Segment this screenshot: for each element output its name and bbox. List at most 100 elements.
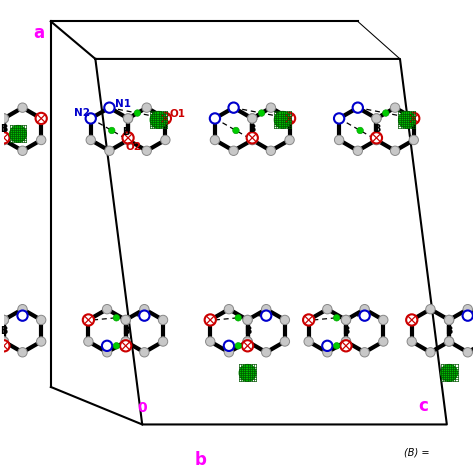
Circle shape bbox=[463, 310, 473, 321]
Text: B: B bbox=[0, 326, 8, 336]
Circle shape bbox=[285, 114, 294, 123]
Circle shape bbox=[247, 114, 257, 123]
Circle shape bbox=[285, 135, 294, 145]
Circle shape bbox=[379, 337, 388, 346]
Text: B: B bbox=[446, 326, 453, 336]
Circle shape bbox=[243, 337, 252, 346]
Circle shape bbox=[228, 102, 239, 113]
Circle shape bbox=[102, 304, 112, 314]
Circle shape bbox=[304, 337, 313, 346]
Circle shape bbox=[409, 135, 419, 145]
Circle shape bbox=[0, 315, 9, 325]
Circle shape bbox=[304, 315, 313, 325]
Circle shape bbox=[105, 146, 114, 155]
Circle shape bbox=[18, 347, 27, 357]
Circle shape bbox=[243, 315, 252, 325]
Circle shape bbox=[372, 114, 381, 123]
Circle shape bbox=[334, 113, 344, 124]
Circle shape bbox=[0, 337, 9, 346]
Circle shape bbox=[333, 315, 340, 321]
Circle shape bbox=[274, 111, 291, 128]
Circle shape bbox=[408, 113, 419, 124]
Circle shape bbox=[210, 135, 219, 145]
Circle shape bbox=[0, 135, 9, 145]
Circle shape bbox=[84, 315, 93, 325]
Circle shape bbox=[323, 347, 332, 357]
Circle shape bbox=[379, 315, 388, 325]
Circle shape bbox=[161, 135, 170, 145]
Circle shape bbox=[0, 132, 9, 144]
Circle shape bbox=[353, 102, 363, 113]
Circle shape bbox=[246, 132, 258, 144]
Circle shape bbox=[18, 146, 27, 155]
Circle shape bbox=[142, 146, 151, 155]
Circle shape bbox=[335, 135, 344, 145]
Circle shape bbox=[444, 337, 454, 346]
Circle shape bbox=[341, 337, 351, 346]
Circle shape bbox=[399, 111, 415, 128]
Circle shape bbox=[18, 304, 27, 314]
Text: O2: O2 bbox=[126, 142, 142, 152]
Circle shape bbox=[102, 341, 112, 351]
Circle shape bbox=[0, 337, 9, 346]
Circle shape bbox=[444, 315, 454, 325]
Circle shape bbox=[372, 135, 381, 145]
Circle shape bbox=[243, 337, 252, 346]
Circle shape bbox=[239, 365, 256, 382]
Circle shape bbox=[391, 103, 400, 112]
Circle shape bbox=[36, 135, 46, 145]
Circle shape bbox=[426, 304, 435, 314]
Circle shape bbox=[102, 347, 112, 357]
Circle shape bbox=[341, 315, 351, 325]
Circle shape bbox=[121, 337, 130, 346]
Circle shape bbox=[406, 314, 418, 326]
Circle shape bbox=[9, 126, 27, 142]
Circle shape bbox=[121, 315, 130, 325]
Circle shape bbox=[359, 310, 370, 321]
Circle shape bbox=[134, 110, 141, 116]
Circle shape bbox=[0, 315, 9, 325]
Circle shape bbox=[303, 314, 314, 326]
Circle shape bbox=[120, 340, 131, 351]
Circle shape bbox=[360, 347, 369, 357]
Circle shape bbox=[266, 146, 275, 155]
Text: B: B bbox=[122, 326, 129, 336]
Circle shape bbox=[139, 310, 149, 321]
Circle shape bbox=[122, 132, 134, 144]
Text: B: B bbox=[342, 326, 350, 336]
Text: B: B bbox=[373, 124, 380, 134]
Circle shape bbox=[341, 337, 351, 346]
Circle shape bbox=[235, 315, 242, 321]
Circle shape bbox=[360, 304, 369, 314]
Text: O1: O1 bbox=[169, 109, 185, 119]
Circle shape bbox=[0, 340, 9, 351]
Circle shape bbox=[247, 114, 257, 123]
Text: N2: N2 bbox=[74, 108, 91, 118]
Circle shape bbox=[158, 337, 168, 346]
Circle shape bbox=[84, 337, 93, 346]
Circle shape bbox=[210, 114, 219, 123]
Circle shape bbox=[445, 337, 454, 346]
Circle shape bbox=[247, 135, 257, 145]
Circle shape bbox=[161, 114, 170, 123]
Circle shape bbox=[86, 113, 96, 124]
Circle shape bbox=[323, 304, 332, 314]
Circle shape bbox=[284, 113, 295, 124]
Circle shape bbox=[426, 347, 435, 357]
Circle shape bbox=[86, 114, 95, 123]
Circle shape bbox=[353, 103, 363, 112]
Text: N1: N1 bbox=[115, 99, 131, 109]
Circle shape bbox=[206, 315, 215, 325]
Circle shape bbox=[109, 127, 115, 134]
Circle shape bbox=[322, 341, 332, 351]
Circle shape bbox=[235, 343, 242, 349]
Circle shape bbox=[353, 146, 363, 155]
Circle shape bbox=[83, 314, 94, 326]
Circle shape bbox=[333, 343, 340, 349]
Circle shape bbox=[206, 337, 215, 346]
Circle shape bbox=[371, 132, 382, 144]
Circle shape bbox=[158, 315, 168, 325]
Circle shape bbox=[150, 111, 167, 128]
Circle shape bbox=[262, 347, 271, 357]
Circle shape bbox=[407, 337, 417, 346]
